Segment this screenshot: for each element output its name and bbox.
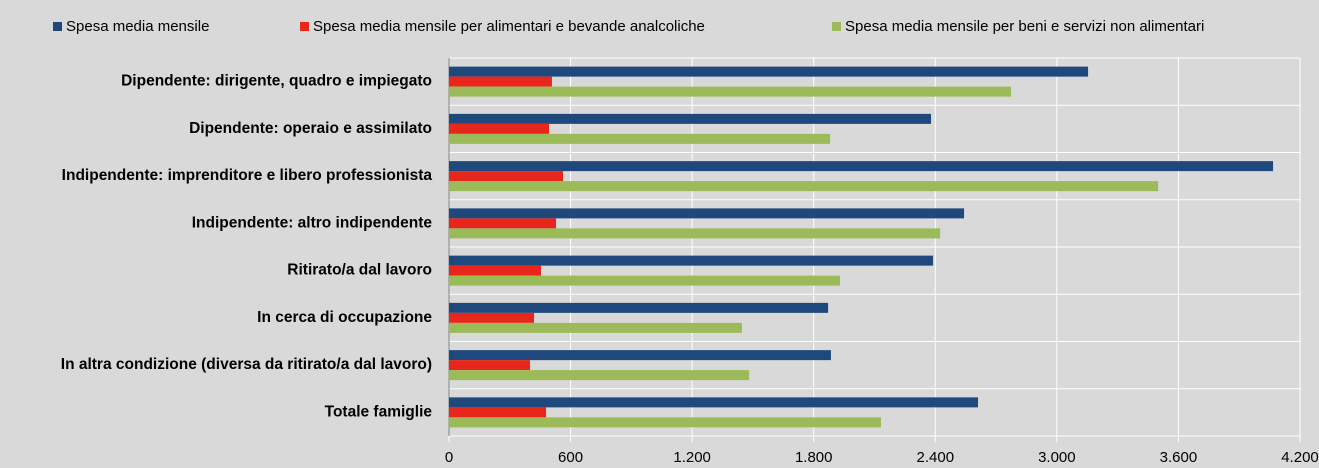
bar bbox=[449, 66, 1089, 77]
bar bbox=[449, 86, 1012, 97]
category-label: Dipendente: dirigente, quadro e impiegat… bbox=[121, 73, 432, 90]
bar bbox=[449, 255, 934, 266]
category-label: Indipendente: imprenditore e libero prof… bbox=[62, 167, 433, 184]
bar bbox=[449, 312, 535, 323]
bar bbox=[449, 133, 831, 144]
category-label: In altra condizione (diversa da ritirato… bbox=[61, 356, 432, 373]
bar bbox=[449, 265, 541, 276]
bar bbox=[449, 370, 750, 381]
category-label: In cerca di occupazione bbox=[257, 309, 432, 326]
x-tick-label: 3.000 bbox=[1038, 449, 1076, 466]
x-tick-label: 1.800 bbox=[795, 449, 833, 466]
bar bbox=[449, 123, 550, 134]
legend-label: Spesa media mensile bbox=[66, 18, 209, 35]
category-label: Ritirato/a dal lavoro bbox=[287, 262, 432, 279]
bar bbox=[449, 113, 932, 124]
x-tick-label: 4.200 bbox=[1281, 449, 1319, 466]
bar bbox=[449, 302, 829, 313]
x-tick-label: 2.400 bbox=[917, 449, 955, 466]
bar bbox=[449, 218, 556, 229]
bar bbox=[449, 397, 979, 408]
bar bbox=[449, 350, 831, 361]
category-label: Totale famiglie bbox=[325, 403, 433, 420]
legend-label: Spesa media mensile per beni e servizi n… bbox=[845, 18, 1204, 35]
bar bbox=[449, 208, 965, 219]
bar bbox=[449, 171, 564, 182]
x-tick-label: 0 bbox=[445, 449, 453, 466]
legend-swatch bbox=[300, 22, 309, 31]
x-tick-label: 3.600 bbox=[1160, 449, 1198, 466]
bar bbox=[449, 181, 1159, 192]
bar bbox=[449, 228, 941, 239]
legend-swatch bbox=[53, 22, 62, 31]
bar bbox=[449, 275, 841, 286]
bar bbox=[449, 407, 547, 418]
x-tick-label: 1.200 bbox=[673, 449, 711, 466]
bar bbox=[449, 360, 531, 371]
x-tick-label: 600 bbox=[558, 449, 583, 466]
bar bbox=[449, 417, 881, 428]
bar bbox=[449, 76, 552, 87]
bar bbox=[449, 161, 1274, 172]
category-label: Indipendente: altro indipendente bbox=[192, 214, 433, 231]
legend-label: Spesa media mensile per alimentari e bev… bbox=[313, 18, 705, 35]
bar bbox=[449, 322, 742, 333]
legend-swatch bbox=[832, 22, 841, 31]
category-label: Dipendente: operaio e assimilato bbox=[189, 120, 432, 137]
